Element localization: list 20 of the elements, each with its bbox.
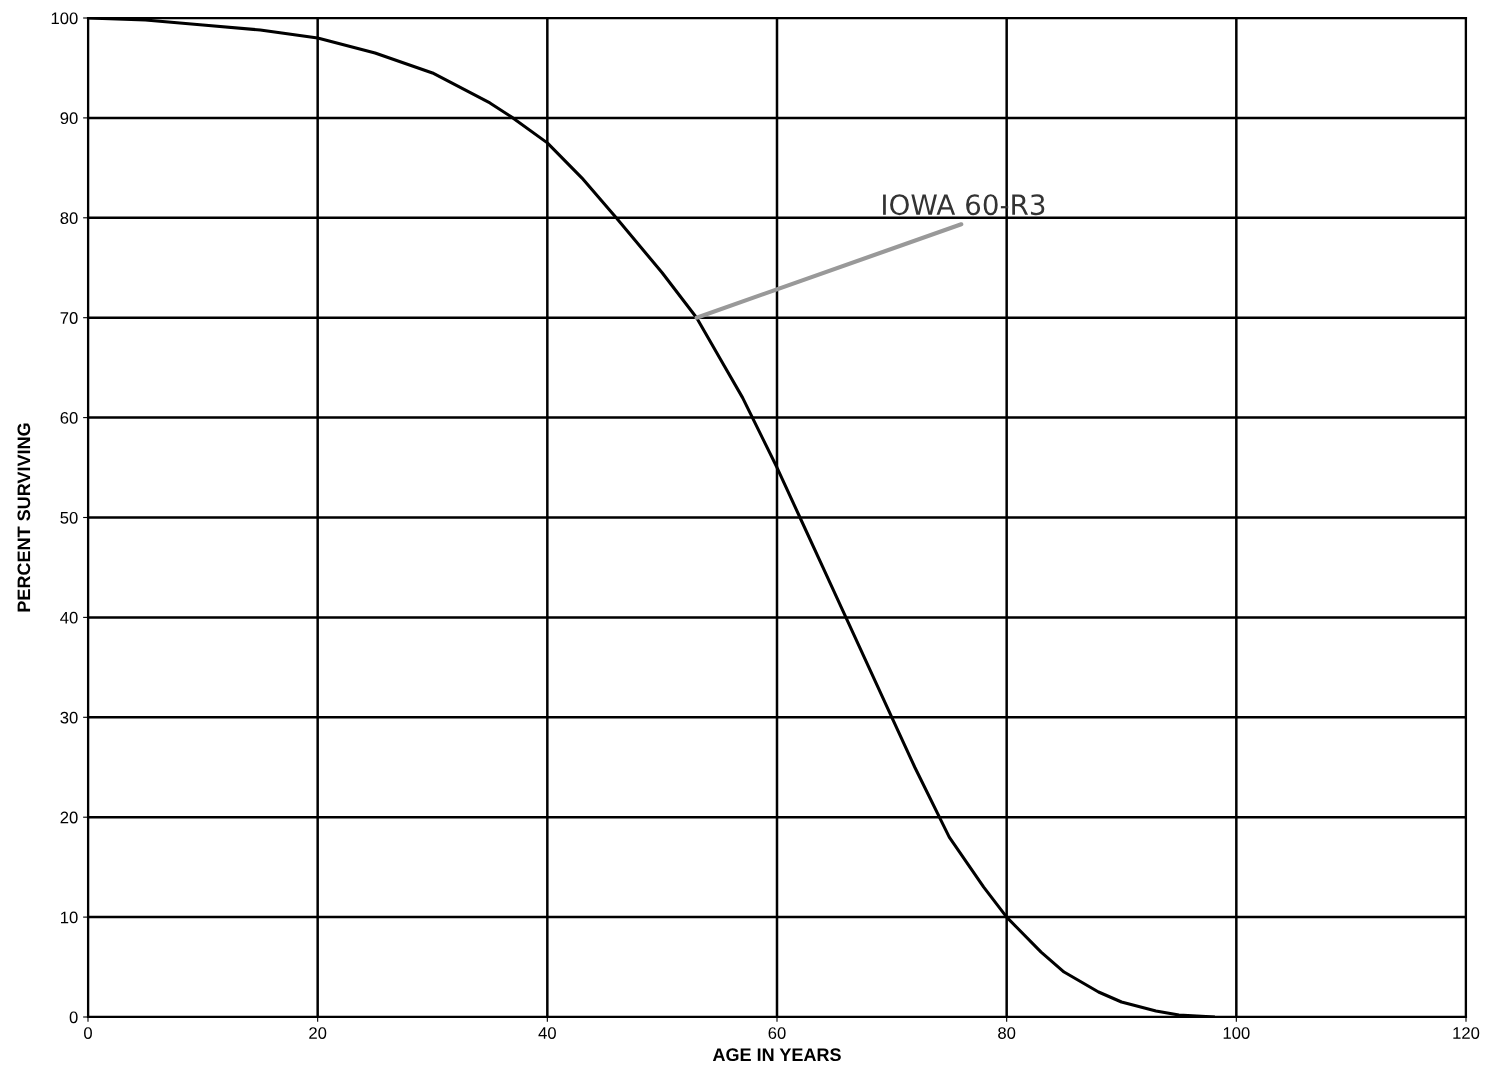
y-tick-label: 0 (69, 1011, 78, 1024)
y-tick-label: 20 (60, 811, 78, 824)
y-tick-label: 30 (60, 711, 78, 724)
y-tick-label: 100 (51, 12, 78, 25)
y-tick-label: 90 (60, 112, 78, 125)
y-tick-label: 80 (60, 212, 78, 224)
x-tick-label: 120 (1453, 1027, 1480, 1039)
x-tick-label: 80 (998, 1027, 1016, 1039)
x-tick-label: 40 (538, 1027, 556, 1039)
y-tick-label: 60 (60, 412, 78, 424)
x-tick-label: 0 (84, 1027, 92, 1039)
x-tick-label: 60 (768, 1027, 786, 1039)
y-tick-label: 10 (61, 911, 78, 924)
x-tick-label: 20 (309, 1027, 327, 1039)
y-axis-title: PERCENT SURVIVING (17, 423, 31, 612)
y-tick-label: 40 (60, 611, 78, 624)
y-tick-label: 70 (60, 312, 78, 324)
y-tick-label: 50 (60, 511, 78, 524)
x-axis-title: AGE IN YEARS (712, 1048, 841, 1062)
x-tick-label: 100 (1223, 1027, 1250, 1039)
